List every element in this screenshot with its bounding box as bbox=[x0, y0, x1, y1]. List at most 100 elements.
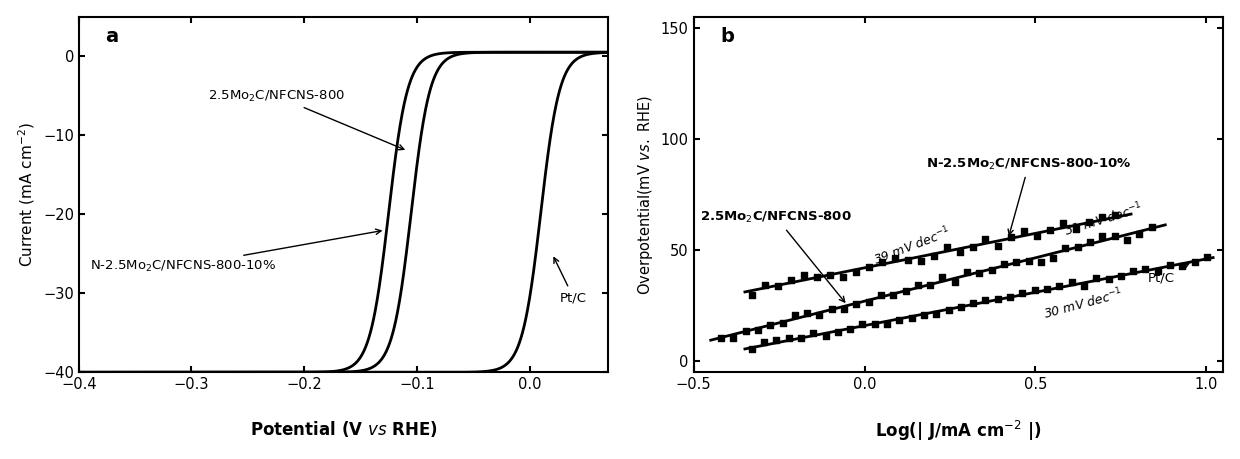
Point bbox=[1066, 225, 1086, 233]
Point bbox=[908, 281, 928, 289]
Point bbox=[742, 346, 761, 353]
Point bbox=[748, 326, 768, 333]
Point bbox=[859, 298, 879, 305]
Point bbox=[835, 305, 854, 313]
Point bbox=[1074, 282, 1094, 290]
Point bbox=[895, 287, 915, 295]
Text: 2.5Mo$_2$C/NFCNS-800: 2.5Mo$_2$C/NFCNS-800 bbox=[701, 210, 852, 302]
Point bbox=[1161, 261, 1180, 269]
Text: 39 mV dec$^{-1}$: 39 mV dec$^{-1}$ bbox=[872, 224, 954, 269]
Point bbox=[794, 271, 813, 279]
Point bbox=[816, 332, 836, 339]
Point bbox=[889, 316, 909, 324]
Y-axis label: Current (mA cm$^{-2}$): Current (mA cm$^{-2}$) bbox=[16, 122, 37, 267]
Point bbox=[920, 282, 940, 289]
Text: Pt/C: Pt/C bbox=[1148, 263, 1189, 284]
Point bbox=[950, 248, 970, 256]
Point bbox=[1030, 258, 1050, 266]
Point bbox=[1148, 267, 1168, 274]
Point bbox=[1130, 230, 1149, 237]
Point bbox=[1080, 218, 1100, 226]
Y-axis label: Overpotential(mV $\it{vs.}$ RHE): Overpotential(mV $\it{vs.}$ RHE) bbox=[636, 95, 655, 295]
Point bbox=[982, 266, 1002, 274]
Point bbox=[864, 320, 884, 327]
Point bbox=[1013, 289, 1033, 297]
Point bbox=[932, 273, 952, 280]
Text: b: b bbox=[720, 28, 734, 46]
Point bbox=[883, 291, 903, 299]
Point bbox=[841, 325, 861, 332]
Point bbox=[711, 334, 730, 341]
Point bbox=[1018, 257, 1038, 264]
Point bbox=[773, 320, 792, 327]
Text: 2.5Mo$_2$C/NFCNS-800: 2.5Mo$_2$C/NFCNS-800 bbox=[208, 89, 404, 150]
Point bbox=[847, 300, 867, 308]
Point bbox=[1043, 254, 1063, 262]
Point bbox=[807, 274, 827, 281]
Point bbox=[1055, 244, 1075, 252]
Point bbox=[1172, 263, 1192, 270]
Point bbox=[1028, 232, 1048, 240]
Point bbox=[994, 261, 1014, 268]
Point bbox=[924, 252, 944, 260]
Point bbox=[820, 271, 839, 279]
Text: N-2.5Mo$_2$C/NFCNS-800-10%: N-2.5Mo$_2$C/NFCNS-800-10% bbox=[926, 157, 1132, 235]
Point bbox=[884, 255, 904, 262]
Point bbox=[936, 243, 956, 251]
Point bbox=[859, 263, 879, 271]
Point bbox=[822, 305, 842, 313]
Point bbox=[791, 335, 811, 342]
Point bbox=[846, 269, 866, 276]
Point bbox=[870, 291, 890, 299]
Point bbox=[1054, 219, 1074, 227]
Point bbox=[1136, 266, 1156, 273]
Point bbox=[760, 322, 780, 329]
Point bbox=[828, 329, 848, 336]
Point bbox=[1111, 272, 1131, 280]
Point bbox=[1092, 232, 1112, 240]
Point bbox=[1197, 253, 1216, 260]
Point bbox=[939, 306, 959, 313]
Point bbox=[833, 273, 853, 280]
Point bbox=[877, 320, 897, 327]
Point bbox=[963, 299, 983, 306]
Point bbox=[1080, 238, 1100, 246]
Text: Pt/C: Pt/C bbox=[554, 257, 587, 304]
Point bbox=[976, 297, 996, 304]
Point bbox=[781, 277, 801, 284]
Point bbox=[804, 330, 823, 337]
Point bbox=[768, 282, 787, 290]
Point bbox=[988, 242, 1008, 250]
Point bbox=[1001, 294, 1021, 301]
Point bbox=[779, 335, 799, 342]
Point bbox=[1117, 236, 1137, 243]
Point bbox=[1040, 226, 1060, 234]
Text: N-2.5Mo$_2$C/NFCNS-800-10%: N-2.5Mo$_2$C/NFCNS-800-10% bbox=[91, 229, 381, 274]
Point bbox=[797, 309, 817, 316]
Text: a: a bbox=[105, 28, 118, 46]
Text: 31 mV dec$^{-1}$: 31 mV dec$^{-1}$ bbox=[1063, 200, 1146, 240]
Text: Log(| J/mA cm$^{-2}$ |): Log(| J/mA cm$^{-2}$ |) bbox=[875, 419, 1042, 442]
Point bbox=[1007, 259, 1027, 266]
Point bbox=[970, 269, 990, 277]
Point bbox=[1105, 232, 1125, 239]
Point bbox=[951, 303, 971, 311]
Point bbox=[810, 311, 830, 319]
Point bbox=[926, 310, 946, 318]
Point bbox=[754, 338, 774, 346]
Point bbox=[853, 321, 873, 328]
Point bbox=[1123, 268, 1143, 275]
Point bbox=[766, 336, 786, 343]
Point bbox=[914, 312, 934, 319]
Point bbox=[785, 311, 805, 319]
Point bbox=[910, 257, 930, 265]
Point bbox=[1037, 285, 1056, 292]
Point bbox=[898, 257, 918, 264]
Point bbox=[1002, 234, 1022, 241]
Point bbox=[1105, 212, 1125, 219]
Point bbox=[1086, 274, 1106, 281]
Text: Potential (V $\it{vs}$ RHE): Potential (V $\it{vs}$ RHE) bbox=[249, 419, 438, 438]
Point bbox=[735, 328, 755, 335]
Point bbox=[1068, 243, 1087, 251]
Point bbox=[872, 259, 892, 266]
